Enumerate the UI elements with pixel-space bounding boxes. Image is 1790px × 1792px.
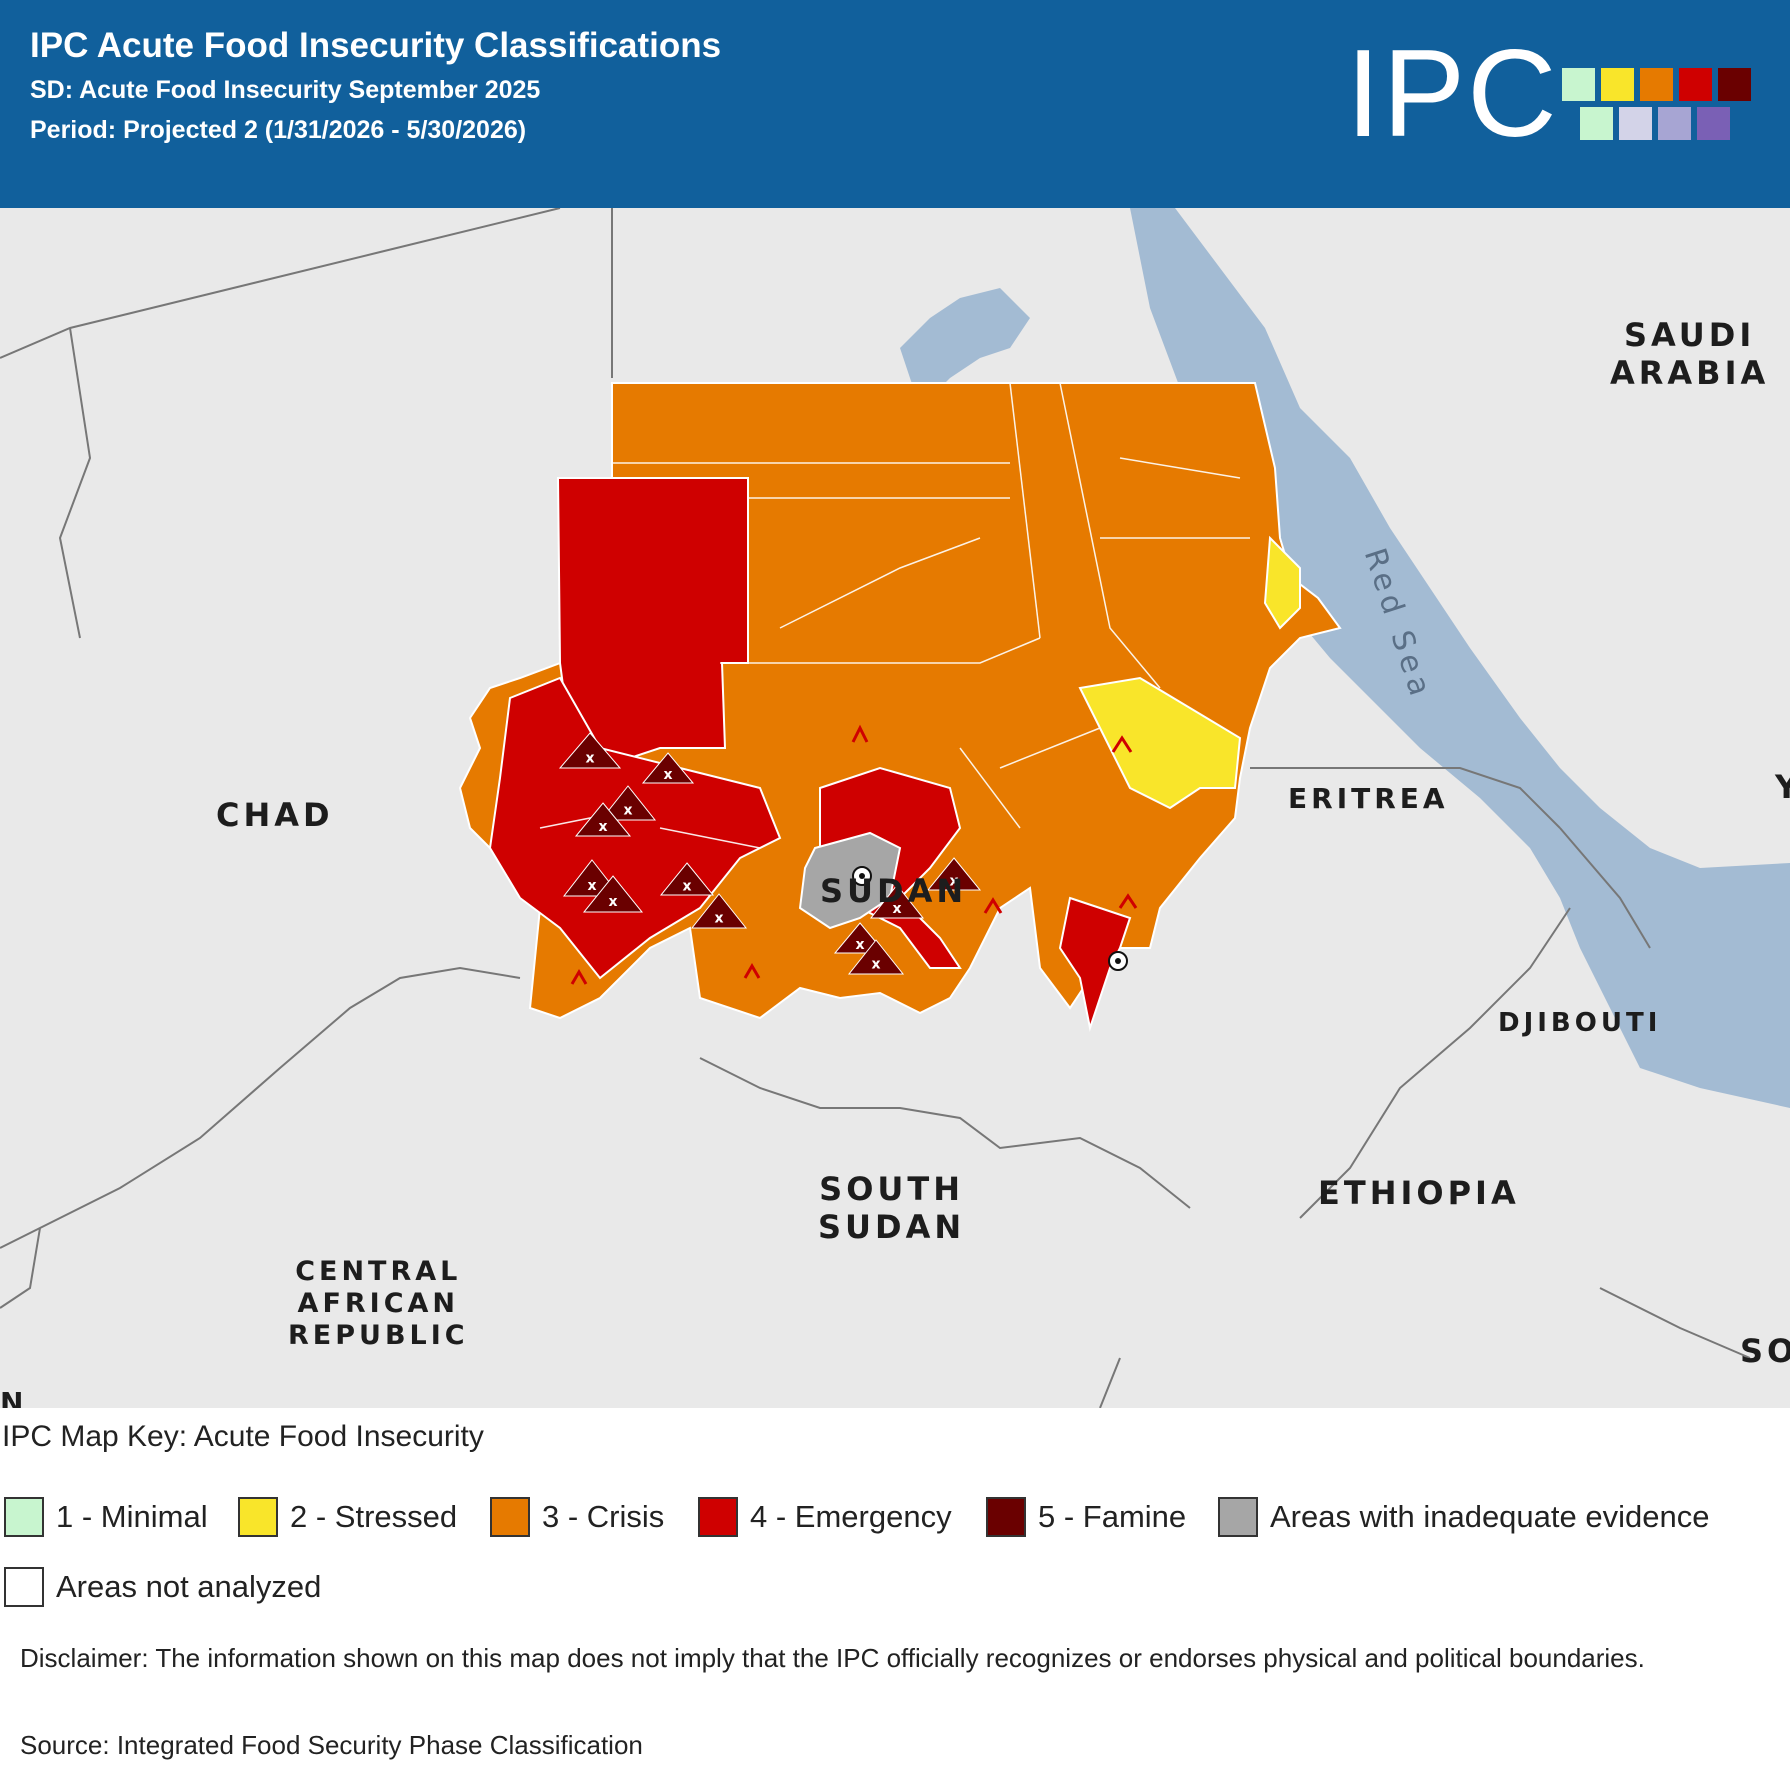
idp-camp-markers [511, 724, 1138, 985]
famine-triangle [659, 862, 715, 896]
label-sudan: SUDAN [820, 872, 968, 910]
famine-x-mark: x [855, 937, 864, 953]
famine-triangle [558, 732, 622, 769]
location-markers [852, 866, 1128, 971]
legend-label: Areas not analyzed [56, 1569, 322, 1604]
legend-label: 1 - Minimal [56, 1499, 208, 1534]
famine-triangle [599, 785, 657, 821]
famine-x-mark: x [949, 873, 958, 889]
legend-swatch-not-analyzed [4, 1567, 44, 1607]
legend-label: 5 - Famine [1038, 1499, 1187, 1534]
famine-x-mark: x [663, 767, 672, 783]
label-south-sudan: SOUTH SUDAN [818, 1170, 966, 1246]
logo-square [1562, 68, 1595, 101]
legend-label: 2 - Stressed [290, 1499, 458, 1534]
legend-label: Areas with inadequate evidence [1270, 1499, 1710, 1534]
legend-label: 4 - Emergency [750, 1499, 952, 1534]
legend-swatch-minimal [4, 1497, 44, 1537]
legend-item-stressed: 2 - Stressed [238, 1496, 457, 1538]
red-sea [1130, 208, 1790, 1108]
famine-x-mark: x [623, 803, 632, 819]
country-borders [0, 208, 1751, 1408]
famine-x-mark: x [608, 894, 617, 910]
famine-triangle [641, 752, 695, 784]
legend-item-emergency: 4 - Emergency [698, 1496, 952, 1538]
legend-item-crisis: 3 - Crisis [490, 1496, 664, 1538]
label-saudi-arabia: SAUDI ARABIA [1610, 316, 1770, 392]
map-subtitle: SD: Acute Food Insecurity September 2025 [30, 76, 541, 104]
legend-swatch-emergency [698, 1497, 738, 1537]
famine-x-mark: x [714, 911, 723, 927]
legend-title: IPC Map Key: Acute Food Insecurity [2, 1420, 484, 1453]
label-somalia-partial: SO [1740, 1332, 1790, 1370]
famine-triangle [847, 939, 905, 975]
famine-triangle [574, 802, 632, 837]
sudan-phase4-darfur [488, 676, 782, 980]
logo-square [1640, 68, 1673, 101]
legend-swatch-stressed [238, 1497, 278, 1537]
disclaimer-text: Disclaimer: The information shown on thi… [20, 1643, 1645, 1673]
source-text: Source: Integrated Food Security Phase C… [20, 1730, 643, 1760]
famine-x-mark: x [587, 878, 596, 894]
map-period: Period: Projected 2 (1/31/2026 - 5/30/20… [30, 116, 527, 144]
logo-square [1580, 107, 1613, 140]
famine-triangle [869, 884, 925, 919]
legend-item-not-analyzed: Areas not analyzed [4, 1566, 321, 1608]
logo-square [1619, 107, 1652, 140]
label-djibouti: DJIBOUTI [1498, 1008, 1662, 1038]
famine-triangle [582, 875, 644, 913]
famine-x-mark: x [682, 878, 691, 894]
logo-square [1601, 68, 1634, 101]
sudan-phase4-blue-nile [1058, 896, 1132, 1032]
label-central-african-republic: CENTRAL AFRICAN REPUBLIC [288, 1256, 469, 1351]
famine-x-mark: x [585, 750, 594, 766]
logo-square [1658, 107, 1691, 140]
label-chad: CHAD [216, 796, 334, 834]
legend-swatch-crisis [490, 1497, 530, 1537]
legend-item-famine: 5 - Famine [986, 1496, 1186, 1538]
legend-item-minimal: 1 - Minimal [4, 1496, 208, 1538]
map-title: IPC Acute Food Insecurity Classification… [30, 26, 722, 65]
ipc-logo-text: IPC [1346, 25, 1559, 163]
admin-boundaries [539, 382, 1250, 849]
logo-square [1718, 68, 1751, 101]
famine-triangle [690, 893, 748, 929]
famine-x-mark: x [892, 901, 901, 917]
sudan-inadequate-evidence [798, 831, 902, 930]
legend-label: 3 - Crisis [542, 1499, 665, 1534]
legend-swatch-famine [986, 1497, 1026, 1537]
label-ethiopia: ETHIOPIA [1318, 1174, 1520, 1212]
legend-item-inadequate-evidence: Areas with inadequate evidence [1218, 1496, 1709, 1538]
logo-square [1697, 107, 1730, 140]
famine-x-mark: x [871, 957, 880, 973]
label-yemen-partial: Y [1775, 768, 1790, 806]
legend-swatch-inadequate-evidence [1218, 1497, 1258, 1537]
famine-triangle [926, 857, 982, 891]
logo-square [1679, 68, 1712, 101]
label-edge-partial: N [0, 1386, 28, 1408]
lake-nasser [900, 288, 1030, 408]
header-banner: IPC Acute Food Insecurity Classification… [0, 0, 1790, 208]
sudan-phase2-portsudan [1263, 535, 1301, 630]
famine-x-mark: x [598, 819, 607, 835]
sudan-phase2-kassala [1078, 676, 1242, 810]
label-eritrea: ERITREA [1288, 782, 1449, 815]
